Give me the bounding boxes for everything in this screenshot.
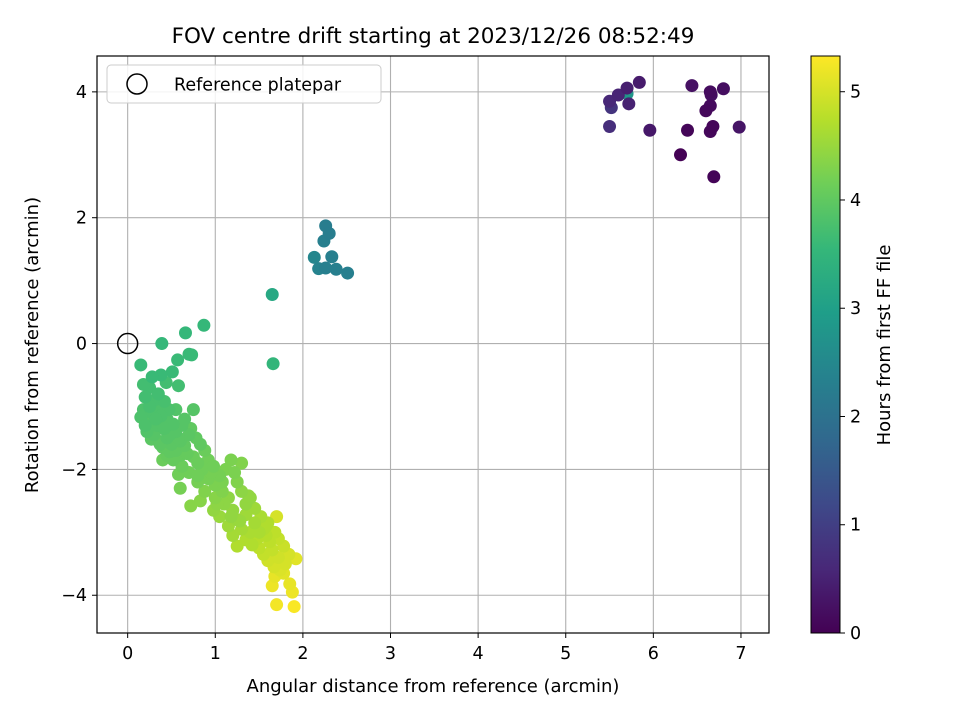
data-point — [319, 261, 333, 275]
points-layer — [134, 75, 746, 614]
data-point — [643, 123, 657, 137]
colorbar-tick-label: 5 — [850, 83, 861, 103]
colorbar-ticks: 0 1 2 3 4 5 — [840, 83, 861, 644]
data-point — [620, 81, 634, 95]
x-tick-label: 6 — [648, 644, 659, 664]
data-point — [603, 119, 617, 133]
colorbar-tick-label: 2 — [850, 407, 861, 427]
data-point — [265, 287, 279, 301]
data-point — [307, 250, 321, 264]
data-point — [191, 456, 205, 470]
x-tick-label: 0 — [122, 644, 133, 664]
y-tick-label: 0 — [76, 335, 87, 355]
data-point — [707, 170, 721, 184]
data-point — [171, 353, 185, 367]
colorbar-tick-label: 4 — [850, 191, 861, 211]
data-point — [224, 453, 238, 467]
data-point — [138, 418, 152, 432]
data-point — [197, 318, 211, 332]
data-point — [325, 250, 339, 264]
data-point — [224, 510, 238, 524]
legend-entry-reference: Reference platepar — [174, 76, 342, 96]
data-point — [732, 120, 746, 134]
data-point — [136, 377, 150, 391]
data-point — [149, 412, 163, 426]
data-point — [230, 539, 244, 553]
data-point — [632, 75, 646, 89]
data-point — [322, 226, 336, 240]
plot-frame — [96, 55, 770, 634]
data-point — [157, 422, 171, 436]
colorbar-label: Hours from first FF file — [874, 245, 895, 446]
data-point — [182, 428, 196, 442]
colorbar-tick-label: 0 — [850, 624, 861, 644]
data-point — [235, 456, 249, 470]
legend-marker-reference — [126, 73, 148, 95]
data-point — [703, 85, 717, 99]
data-point — [706, 119, 720, 133]
data-point — [699, 104, 713, 118]
y-tick-label: −4 — [61, 586, 87, 606]
data-point — [287, 600, 301, 614]
colorbar-tick-label: 1 — [850, 516, 861, 536]
x-tick-label: 1 — [210, 644, 221, 664]
data-point — [134, 358, 148, 372]
y-tick-label: 2 — [76, 209, 87, 229]
data-point — [341, 266, 355, 280]
data-point — [266, 357, 280, 371]
data-point — [270, 598, 284, 612]
data-point — [186, 403, 200, 417]
data-point — [178, 326, 192, 340]
data-point — [191, 469, 205, 483]
data-point — [681, 123, 695, 137]
data-point — [228, 466, 242, 480]
data-point — [283, 577, 297, 591]
x-tick-label: 2 — [297, 644, 308, 664]
y-axis-label: Rotation from reference (arcmin) — [22, 197, 43, 493]
data-point — [674, 148, 688, 162]
x-tick-label: 7 — [735, 644, 746, 664]
data-point — [178, 412, 192, 426]
data-point — [155, 337, 169, 351]
data-point — [611, 88, 625, 102]
y-tick-label: −2 — [61, 460, 87, 480]
chart-title: FOV centre drift starting at 2023/12/26 … — [172, 24, 695, 49]
data-point — [185, 348, 199, 362]
data-point — [685, 79, 699, 93]
data-point — [173, 481, 187, 495]
colorbar-frame — [810, 55, 841, 634]
data-point — [193, 437, 207, 451]
data-point — [184, 499, 198, 513]
data-point — [165, 365, 179, 379]
axis-ticks: 0 1 2 3 4 5 6 7 −4 −2 0 2 4 — [61, 83, 746, 664]
x-tick-label: 4 — [473, 644, 484, 664]
x-tick-label: 5 — [560, 644, 571, 664]
x-tick-label: 3 — [385, 644, 396, 664]
data-point — [138, 390, 152, 404]
legend: Reference platepar — [106, 64, 382, 104]
colorbar-tick-label: 3 — [850, 299, 861, 319]
data-point — [198, 484, 212, 498]
data-point — [171, 379, 185, 393]
y-tick-label: 4 — [76, 83, 87, 103]
data-point — [207, 459, 221, 473]
data-point — [245, 538, 259, 552]
grid-layer — [97, 56, 769, 633]
data-point — [329, 262, 343, 276]
legend-box — [106, 64, 382, 104]
data-point — [248, 516, 262, 530]
data-point — [716, 82, 730, 96]
reference-platepar-marker — [116, 332, 139, 355]
data-point — [145, 370, 159, 384]
colorbar — [811, 56, 840, 633]
data-point — [151, 387, 165, 401]
x-axis-label: Angular distance from reference (arcmin) — [247, 676, 620, 697]
data-point — [622, 97, 636, 111]
